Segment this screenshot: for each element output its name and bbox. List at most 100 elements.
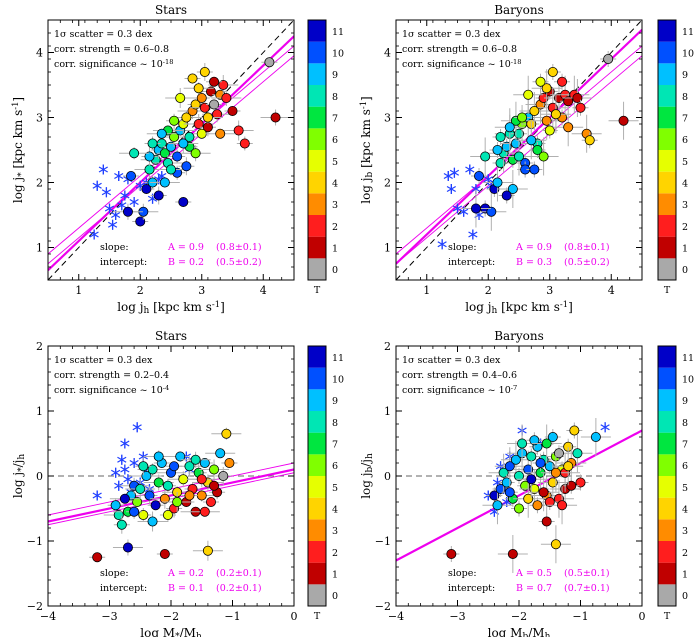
data-point [199,459,230,480]
colorbar-tick-label: 7 [682,114,688,125]
colorbar: 0 1 2 3 4 5 6 7 8 9 10 11 T [657,19,694,296]
colorbar-segment [658,411,676,433]
slope-label: slope: [448,242,477,253]
data-point [189,506,220,517]
data-point [498,138,515,155]
colorbar-segment [658,128,676,150]
colorbar-label: T [664,611,671,622]
colorbar-label: T [314,611,321,622]
plot-area [48,422,294,563]
data-point [514,109,531,126]
y-tick-label: 0 [36,470,43,483]
panel-4: Baryons −4 −3 −2 −1 0 −2 −1 0 1 2 log Mb/Mh log jb/j… [359,329,646,637]
data-point [206,99,223,110]
star-marker [117,200,127,211]
slope-error: (0.8±0.1) [216,242,262,253]
colorbar-segment [658,562,676,585]
data-point [501,484,518,501]
data-point [562,79,593,117]
data-point [511,468,527,484]
intercept-label: intercept: [448,257,495,268]
data-point [112,203,143,220]
slope-error: (0.8±0.1) [564,242,610,253]
colorbar-segment [658,258,676,280]
data-point [528,137,559,176]
colorbar-segment [308,128,326,150]
data-point [553,108,584,147]
colorbar-segment [658,150,676,172]
data-point [541,494,558,510]
star-marker [452,203,463,214]
slope-value: A = 0.5 [515,568,552,579]
data-point [113,515,130,534]
colorbar-tick-label: 0 [332,265,338,276]
data-point [112,539,143,556]
data-point [205,128,236,139]
data-point [507,424,538,463]
slope-value: A = 0.9 [515,242,552,253]
x-tick-label: −1 [572,610,588,623]
annotation-line: 1σ scatter = 0.3 dex [54,355,153,366]
y-tick-label: 4 [384,47,391,60]
data-point [131,470,162,481]
data-point [187,99,204,110]
colorbar-tick-label: 9 [332,396,338,407]
colorbar-segment [308,346,326,368]
annotation-line: corr. strength = 0.6–0.8 [402,44,517,55]
colorbar-segment [658,519,676,541]
colorbar-segment [658,215,676,237]
intercept-value: B = 0.7 [516,583,552,594]
colorbar-tick-label: 11 [332,353,344,364]
star-marker [111,467,121,478]
y-tick-label: 3 [36,112,43,125]
data-point [166,461,183,472]
panel-1: Stars 1 2 3 4 1 2 3 4 log jh [kpc km s-1] log j* [… [10,3,295,316]
data-point [141,486,158,505]
y-tick-label: 2 [384,177,391,190]
star-marker [468,229,478,240]
colorbar-segment [308,519,326,541]
colorbar-segment [308,562,326,585]
data-point [572,474,589,491]
colorbar-tick-label: 3 [682,526,688,537]
data-point [178,157,195,176]
x-tick-label: 4 [608,284,615,297]
data-point [498,187,515,204]
x-tick-label: 1 [75,284,82,297]
data-point [205,448,236,459]
colorbar-tick-label: 11 [332,27,344,38]
colorbar-segment [658,389,676,411]
intercept-value: B = 0.3 [516,257,552,268]
colorbar-segment [308,454,326,476]
x-tick-label: −4 [388,610,404,623]
data-point [119,147,150,160]
data-point [180,451,211,468]
colorbar-segment [308,20,326,42]
x-tick-label: −2 [511,610,527,623]
annotation-line: 1σ scatter = 0.3 dex [402,29,501,40]
colorbar-segment [308,389,326,411]
x-tick-label: 1 [423,284,430,297]
colorbar-tick-label: 5 [682,157,688,168]
data-point [221,457,238,468]
y-tick-label: 2 [384,340,391,353]
data-point [169,149,186,164]
intercept-label: intercept: [448,583,495,594]
data-point [529,497,546,514]
y-tick-label: −2 [27,600,43,613]
data-point [476,192,507,231]
colorbar-segment [658,541,676,563]
colorbar-segment [658,193,676,215]
colorbar-tick-label: 2 [682,222,688,233]
colorbar-segment [308,215,326,237]
colorbar-tick-label: 1 [682,244,688,255]
data-point [526,161,543,178]
colorbar-tick-label: 6 [682,135,688,146]
data-point [538,513,555,530]
star-marker [446,184,456,194]
colorbar-tick-label: 8 [332,418,338,429]
colorbar-tick-label: 7 [332,440,338,451]
data-point [156,163,186,176]
annotation-line: corr. strength = 0.6–0.8 [54,44,169,55]
